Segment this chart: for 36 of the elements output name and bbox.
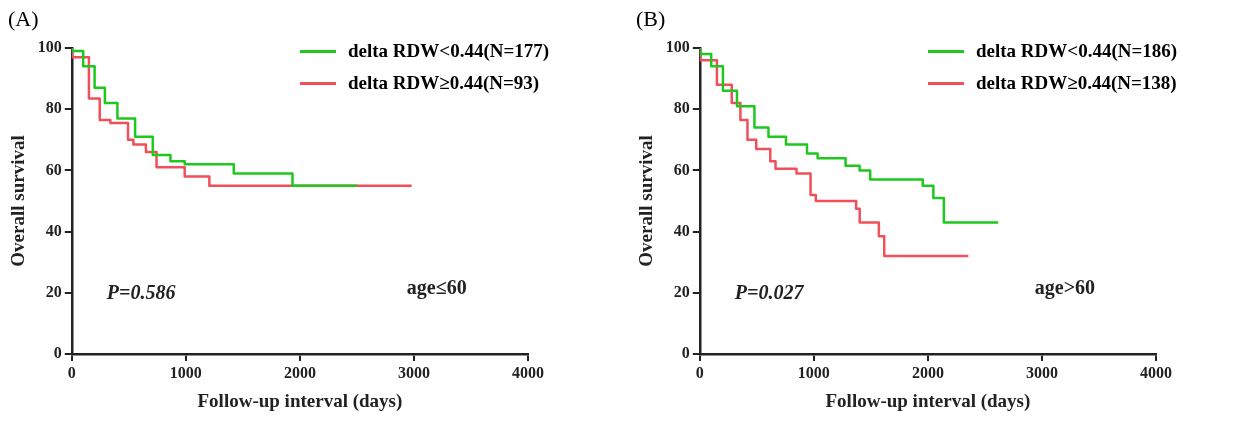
x-tick-label: 3000 [1025,363,1058,381]
y-tick-label: 0 [53,344,62,362]
y-tick-label: 60 [673,160,690,178]
annotation: age>60 [1034,276,1096,299]
y-tick-label: 0 [681,344,690,362]
y-tick-label: 40 [673,221,690,239]
y-tick-label: 100 [665,38,690,56]
y-tick-label: 20 [45,282,62,300]
y-tick-label: 80 [45,99,62,117]
y-tick-label: 80 [673,99,690,117]
annotation: P=0.027 [733,281,805,303]
y-axis-title: Overall survival [635,135,657,267]
y-axis-title: Overall survival [7,135,29,267]
x-tick-label: 0 [695,363,704,381]
y-tick-label: 20 [673,282,690,300]
annotation: P=0.586 [105,281,176,303]
legend-label: delta RDW<0.44(N=177) [348,40,550,62]
x-tick-label: 2000 [283,363,316,381]
x-tick-label: 3000 [397,363,430,381]
x-axis-title: Follow-up interval (days) [197,389,403,412]
x-axis-title: Follow-up interval (days) [825,389,1031,412]
x-tick-label: 4000 [512,363,544,381]
x-tick-label: 4000 [1140,363,1172,381]
y-tick-label: 100 [37,38,62,56]
y-tick-label: 40 [45,221,62,239]
chart-title: (B) [636,6,666,32]
legend-label: delta RDW≥0.44(N=138) [976,72,1177,94]
x-tick-label: 2000 [911,363,944,381]
annotation: age≤60 [406,276,467,299]
x-tick-label: 1000 [797,363,830,381]
y-tick-label: 60 [45,160,62,178]
legend-label: delta RDW≥0.44(N=93) [348,72,540,94]
chart-title: (A) [8,6,39,32]
x-tick-label: 1000 [169,363,202,381]
x-tick-label: 0 [67,363,76,381]
legend-label: delta RDW<0.44(N=186) [976,40,1178,62]
